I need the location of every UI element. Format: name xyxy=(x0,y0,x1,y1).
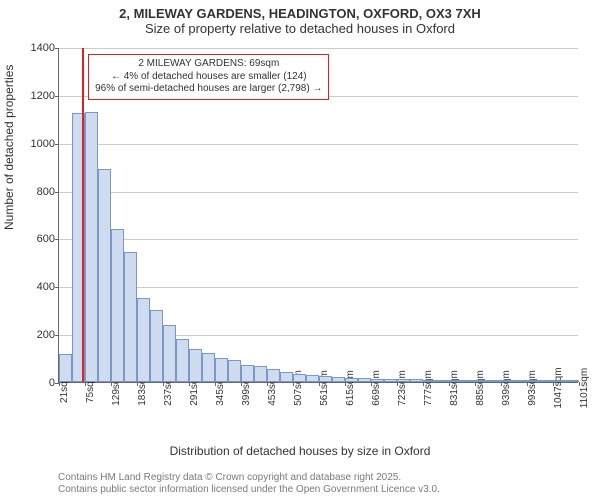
histogram-bar xyxy=(202,353,215,382)
y-tick-label: 800 xyxy=(37,186,55,198)
y-tick-label: 400 xyxy=(37,281,55,293)
histogram-bar xyxy=(384,379,397,382)
histogram-bar xyxy=(280,372,293,382)
x-tick-label: 669sqm xyxy=(371,370,382,406)
y-tick-label: 1400 xyxy=(31,42,55,54)
reference-line xyxy=(82,48,84,382)
histogram-bar xyxy=(241,365,254,382)
histogram-bar xyxy=(345,378,358,382)
histogram-bar xyxy=(423,380,436,382)
histogram-bar xyxy=(319,376,332,382)
histogram-bar xyxy=(163,325,176,382)
x-tick-label: 939sqm xyxy=(501,370,512,406)
histogram-bar xyxy=(98,169,111,382)
histogram-bar xyxy=(137,298,150,382)
title-block: 2, MILEWAY GARDENS, HEADINGTON, OXFORD, … xyxy=(0,6,600,36)
x-tick-label: 1047sqm xyxy=(553,367,564,408)
histogram-bar xyxy=(111,229,124,382)
histogram-bar xyxy=(488,380,501,382)
x-tick-label: 777sqm xyxy=(423,370,434,406)
histogram-bar xyxy=(410,379,423,382)
footer-line-1: Contains HM Land Registry data © Crown c… xyxy=(58,472,440,484)
histogram-bar xyxy=(85,112,98,382)
x-tick-label: 993sqm xyxy=(527,370,538,406)
annotation-box: 2 MILEWAY GARDENS: 69sqm ← 4% of detache… xyxy=(88,54,329,100)
histogram-bar xyxy=(527,380,540,382)
x-tick-label: 615sqm xyxy=(345,370,356,406)
histogram-bar xyxy=(189,349,202,383)
annot-line-1: 2 MILEWAY GARDENS: 69sqm xyxy=(95,58,322,71)
histogram-bar xyxy=(176,339,189,382)
y-tick-label: 200 xyxy=(37,329,55,341)
gridline xyxy=(59,239,578,240)
chart-container: 2, MILEWAY GARDENS, HEADINGTON, OXFORD, … xyxy=(0,0,600,500)
y-tick-label: 1200 xyxy=(31,90,55,102)
plot-area: 2 MILEWAY GARDENS: 69sqm ← 4% of detache… xyxy=(58,48,578,383)
histogram-bar xyxy=(150,310,163,382)
histogram-bar xyxy=(306,375,319,382)
histogram-bar xyxy=(540,380,553,382)
histogram-bar xyxy=(462,380,475,382)
histogram-bar xyxy=(436,380,449,382)
x-tick-label: 885sqm xyxy=(475,370,486,406)
histogram-bar xyxy=(124,252,137,382)
histogram-bar xyxy=(358,378,371,382)
x-tick-label: 1101sqm xyxy=(579,368,590,408)
title-line-1: 2, MILEWAY GARDENS, HEADINGTON, OXFORD, … xyxy=(0,6,600,21)
histogram-bar xyxy=(449,380,462,382)
histogram-bar xyxy=(514,380,527,382)
y-tick-label: 1000 xyxy=(31,138,55,150)
y-tick-label: 600 xyxy=(37,233,55,245)
histogram-bar xyxy=(566,380,579,382)
histogram-bar xyxy=(267,369,280,382)
title-line-2: Size of property relative to detached ho… xyxy=(0,21,600,36)
y-axis-label: Number of detached properties xyxy=(2,65,16,230)
histogram-bar xyxy=(215,358,228,382)
histogram-bar xyxy=(501,380,514,382)
annot-line-2: ← 4% of detached houses are smaller (124… xyxy=(95,71,322,84)
x-tick-label: 831sqm xyxy=(449,370,460,406)
histogram-bar xyxy=(254,366,267,382)
histogram-bar xyxy=(332,377,345,382)
x-axis-label: Distribution of detached houses by size … xyxy=(0,444,600,458)
histogram-bar xyxy=(553,380,566,382)
histogram-bar xyxy=(397,379,410,382)
histogram-bar xyxy=(293,374,306,382)
annot-line-3: 96% of semi-detached houses are larger (… xyxy=(95,83,322,96)
gridline xyxy=(59,192,578,193)
histogram-bar xyxy=(475,380,488,382)
gridline xyxy=(59,48,578,49)
footer-line-2: Contains public sector information licen… xyxy=(58,484,440,496)
gridline xyxy=(59,144,578,145)
histogram-bar xyxy=(371,379,384,382)
x-tick-label: 723sqm xyxy=(397,370,408,406)
footer: Contains HM Land Registry data © Crown c… xyxy=(58,472,440,496)
histogram-bar xyxy=(228,360,241,382)
histogram-bar xyxy=(59,354,72,382)
